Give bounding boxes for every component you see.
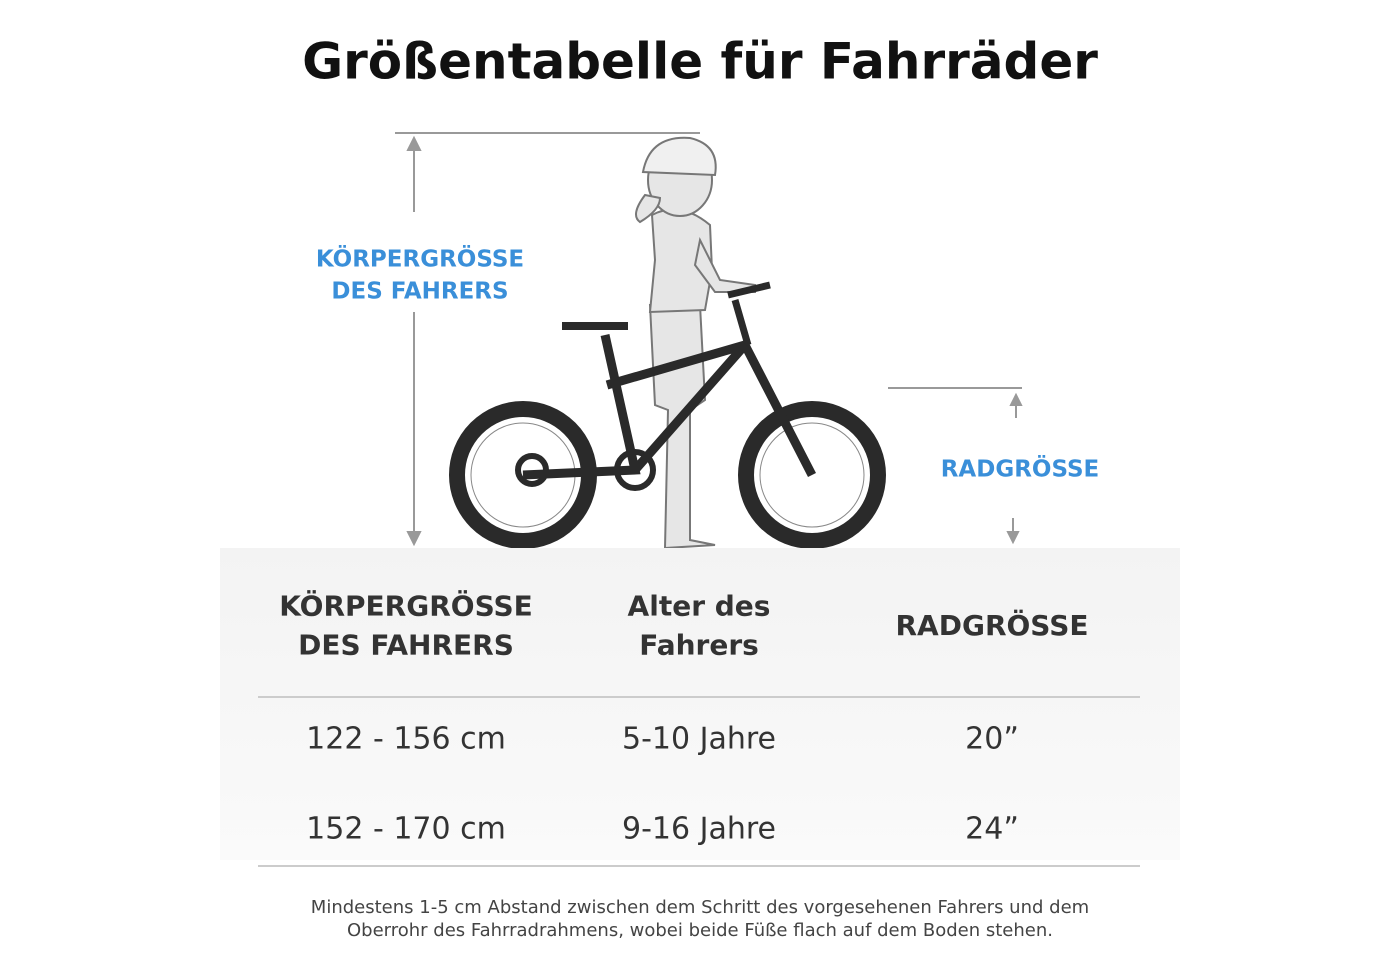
table-header: DES FAHRERS [298,629,514,662]
body-height-label: DES FAHRERS [331,279,508,305]
table-header: KÖRPERGRÖSSE [279,589,533,623]
dimension-lines [395,132,1023,547]
table-cell: 20” [965,722,1019,757]
body-height-label: KÖRPERGRÖSSE [316,245,524,273]
wheel-size-label: RADGRÖSSE [941,455,1100,483]
table-header: RADGRÖSSE [895,608,1088,642]
table-header: Fahrers [639,629,759,662]
table-cell: 9-16 Jahre [622,812,776,847]
footnote: Mindestens 1-5 cm Abstand zwischen dem S… [311,897,1089,918]
table-cell: 24” [965,812,1019,847]
table-cell: 5-10 Jahre [622,722,776,757]
table-cell: 122 - 156 cm [306,722,506,757]
table-panel [220,548,1180,860]
bicycle [449,281,886,549]
table-header: Alter des [628,590,771,623]
footnote: Oberrohr des Fahrradrahmens, wobei beide… [347,920,1053,941]
table-cell: 152 - 170 cm [306,812,506,847]
title: Größentabelle für Fahrräder [302,33,1098,91]
